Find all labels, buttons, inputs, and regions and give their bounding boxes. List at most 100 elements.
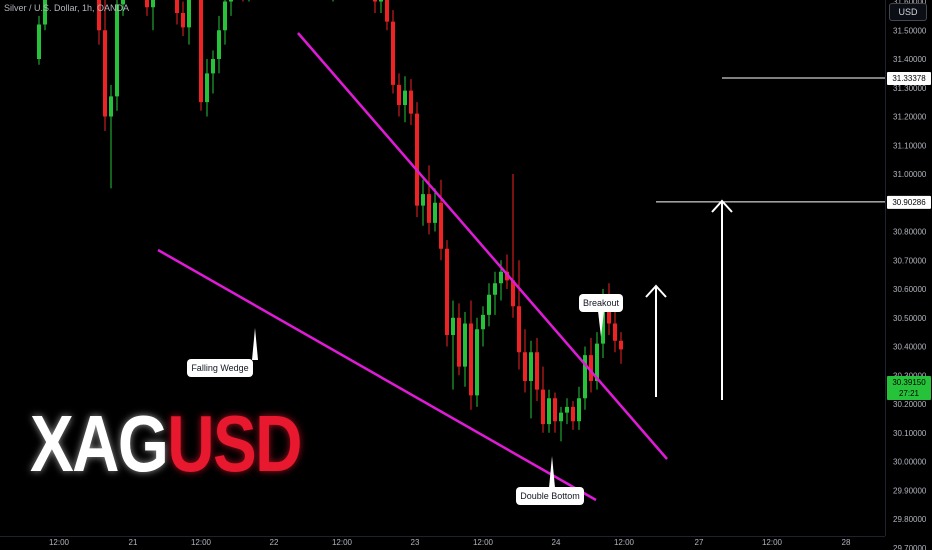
candle-body xyxy=(487,294,491,315)
candle-body xyxy=(541,389,545,425)
candle-body xyxy=(415,113,419,206)
candle-body xyxy=(433,202,437,223)
falling-wedge-callout: Falling Wedge xyxy=(187,328,258,377)
price-tick-label: 29.80000 xyxy=(893,515,927,524)
candle-body xyxy=(565,406,569,413)
symbol-title: XAGUSD xyxy=(30,398,302,490)
time-tick-label: 23 xyxy=(411,538,420,547)
candle-body xyxy=(475,329,479,396)
candle-body xyxy=(145,0,149,8)
candle-body xyxy=(469,323,473,396)
candle-body xyxy=(529,352,533,381)
time-tick-label: 24 xyxy=(552,538,561,547)
candle-body xyxy=(493,283,497,295)
falling-wedge-callout-pointer xyxy=(252,328,258,360)
candle-body xyxy=(121,0,125,5)
price-tick-label: 31.10000 xyxy=(893,141,927,150)
price-tick-label: 29.90000 xyxy=(893,486,927,495)
breakout-callout-box xyxy=(579,294,623,312)
candle-body xyxy=(619,340,623,350)
candle-body xyxy=(445,248,449,335)
wedge-upper-trendline xyxy=(297,32,668,460)
candle-body xyxy=(217,30,221,59)
candle-body xyxy=(553,398,557,422)
candle-body xyxy=(571,406,575,422)
candle-body xyxy=(403,90,407,105)
price-tick-label: 31.00000 xyxy=(893,170,927,179)
candle-body xyxy=(511,280,515,307)
double-bottom-callout: Double Bottom xyxy=(516,456,584,505)
candle-body xyxy=(589,355,593,381)
candle-body xyxy=(499,271,503,284)
price-tick-label: 31.20000 xyxy=(893,113,927,122)
candle-body xyxy=(421,194,425,206)
candle-body xyxy=(535,352,539,390)
candle-body xyxy=(577,398,581,422)
candle-body xyxy=(439,202,443,249)
candle-body xyxy=(457,317,461,367)
currency-button[interactable]: USD xyxy=(889,3,927,21)
candle-body xyxy=(373,0,377,2)
price-tick-label: 31.40000 xyxy=(893,55,927,64)
candle-body xyxy=(547,398,551,425)
time-tick-label: 12:00 xyxy=(762,538,783,547)
candle-body xyxy=(385,0,389,22)
symbol-title-base: XAG xyxy=(30,399,169,488)
price-tick-label: 31.50000 xyxy=(893,26,927,35)
candle-body xyxy=(409,90,413,114)
candle-body xyxy=(379,0,383,2)
candle-body xyxy=(211,59,215,74)
candle-body xyxy=(391,21,395,85)
candle-body xyxy=(109,96,113,117)
target-price-tag-text: 30.90286 xyxy=(892,198,926,207)
breakout-callout-text: Breakout xyxy=(583,298,620,308)
last-price-tag: 30.39150 27:21 xyxy=(887,376,931,400)
price-tick-label: 30.70000 xyxy=(893,256,927,265)
candle-body xyxy=(37,24,41,59)
candle-body xyxy=(613,323,617,341)
price-tick-label: 29.70000 xyxy=(893,544,927,550)
target-arrow-up xyxy=(645,284,667,397)
candle-body xyxy=(175,0,179,13)
price-tick-label: 30.80000 xyxy=(893,228,927,237)
candle-body xyxy=(523,352,527,381)
target-arrow-up xyxy=(711,199,733,400)
candle-body xyxy=(223,1,227,31)
time-tick-label: 12:00 xyxy=(332,538,353,547)
price-tick-label: 30.60000 xyxy=(893,285,927,294)
candle-body xyxy=(463,323,467,367)
time-tick-label: 12:00 xyxy=(49,538,70,547)
time-tick-label: 27 xyxy=(695,538,704,547)
candle-body xyxy=(559,412,563,422)
wedge-lower-trendline xyxy=(157,248,597,502)
candle-body xyxy=(43,0,47,25)
candle-body xyxy=(115,4,119,97)
price-tick-label: 30.20000 xyxy=(893,400,927,409)
target-price-tag-text: 31.33378 xyxy=(892,74,926,83)
symbol-info: Silver / U.S. Dollar, 1h, OANDA xyxy=(4,3,130,13)
candle-body xyxy=(481,314,485,330)
candle-body xyxy=(151,0,155,8)
double-bottom-callout-box xyxy=(516,487,584,505)
time-tick-label: 12:00 xyxy=(191,538,212,547)
time-tick-label: 21 xyxy=(129,538,138,547)
candle-body xyxy=(397,84,401,105)
price-tick-label: 30.10000 xyxy=(893,429,927,438)
breakout-callout-pointer xyxy=(598,311,604,337)
price-tick-label: 30.30000 xyxy=(893,371,927,380)
falling-wedge-callout-box xyxy=(187,359,253,377)
double-bottom-callout-text: Double Bottom xyxy=(520,491,580,501)
candle-body xyxy=(181,13,185,28)
candle-body xyxy=(427,194,431,223)
candle-body xyxy=(583,355,587,399)
last-price-tag-bg xyxy=(887,376,931,400)
candle-body xyxy=(199,0,203,103)
time-tick-label: 12:00 xyxy=(614,538,635,547)
candle-body xyxy=(595,343,599,381)
target-price-tag: 30.90286 xyxy=(887,195,931,209)
last-price-tag-text: 27:21 xyxy=(899,389,920,398)
price-tick-label: 30.50000 xyxy=(893,314,927,323)
target-price-tag-bg xyxy=(887,72,931,86)
candle-body xyxy=(97,0,101,31)
